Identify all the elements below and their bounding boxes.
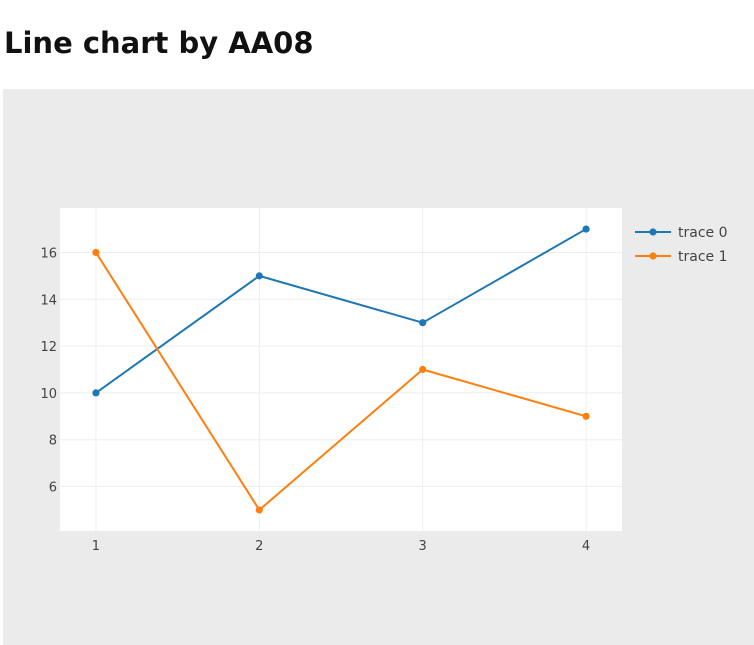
series-line-0[interactable] bbox=[95, 228, 587, 394]
data-point-0-3[interactable] bbox=[582, 225, 590, 233]
legend-item-1[interactable]: trace 1 bbox=[635, 249, 728, 265]
legend[interactable]: trace 0 trace 1 bbox=[635, 225, 728, 265]
data-point-0-2[interactable] bbox=[419, 319, 427, 327]
legend-item-0[interactable]: trace 0 bbox=[635, 225, 728, 241]
y-tick-label-16: 16 bbox=[40, 246, 57, 261]
x-tick-label-2: 2 bbox=[255, 539, 263, 554]
x-tick-label-4: 4 bbox=[582, 539, 590, 554]
y-tick-label-14: 14 bbox=[40, 293, 57, 308]
legend-label-1: trace 1 bbox=[678, 249, 728, 265]
series-0[interactable] bbox=[92, 225, 590, 397]
y-tick-label-10: 10 bbox=[40, 387, 57, 402]
chart-container: 1 2 3 4 6 8 10 12 14 16 trace 0 trace 1 bbox=[3, 89, 754, 645]
legend-label-0: trace 0 bbox=[678, 225, 728, 241]
series-layer[interactable] bbox=[92, 225, 590, 514]
series-line-1[interactable] bbox=[95, 251, 587, 511]
x-tick-label-3: 3 bbox=[419, 539, 427, 554]
y-tick-label-8: 8 bbox=[49, 434, 57, 449]
y-tick-label-6: 6 bbox=[49, 481, 57, 496]
data-point-1-3[interactable] bbox=[582, 412, 590, 420]
data-point-0-0[interactable] bbox=[92, 389, 100, 397]
series-1[interactable] bbox=[92, 248, 590, 514]
x-tick-label-1: 1 bbox=[92, 539, 100, 554]
legend-marker-0 bbox=[649, 228, 657, 236]
page-title: Line chart by AA08 bbox=[4, 26, 314, 60]
data-point-1-0[interactable] bbox=[92, 248, 100, 257]
y-tick-label-12: 12 bbox=[40, 340, 57, 355]
data-point-1-1[interactable] bbox=[255, 506, 263, 514]
data-point-0-1[interactable] bbox=[255, 272, 263, 280]
legend-marker-1 bbox=[649, 252, 657, 260]
data-point-1-2[interactable] bbox=[419, 365, 427, 374]
